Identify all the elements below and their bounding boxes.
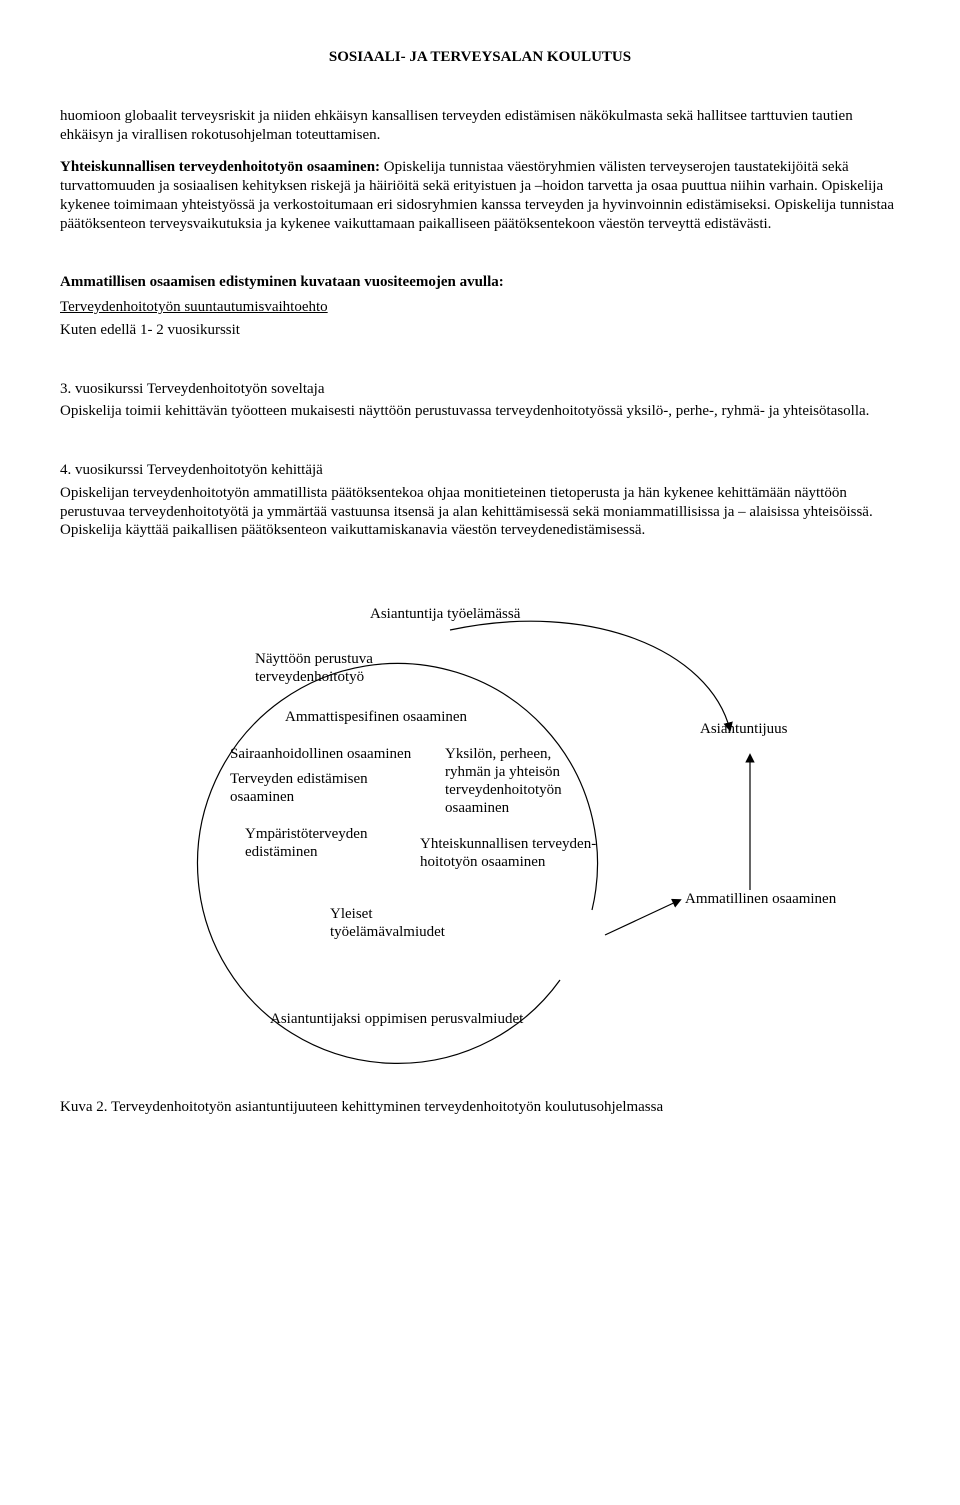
label-ymparistoterveyden: Ympäristöterveyden edistäminen [245, 825, 367, 861]
year3-body: Opiskelija toimii kehittävän työotteen m… [60, 402, 900, 421]
line-suuntautumis: Terveydenhoitotyön suuntautumisvaihtoeht… [60, 298, 900, 317]
concept-diagram: Asiantuntija työelämässä Näyttöön perust… [70, 590, 890, 1070]
label-nayttoon-perustuva: Näyttöön perustuva terveydenhoitotyö [255, 650, 373, 686]
diagram-svg [70, 590, 890, 1070]
para2-lead: Yhteiskunnallisen terveydenhoitotyön osa… [60, 159, 380, 175]
label-ammattispesifinen: Ammattispesifinen osaaminen [285, 708, 467, 726]
paragraph-2: Yhteiskunnallisen terveydenhoitotyön osa… [60, 158, 900, 233]
label-sairaanhoidollinen: Sairaanhoidollinen osaaminen [230, 745, 411, 763]
label-yleiset: Yleiset työelämävalmiudet [330, 905, 445, 941]
label-yksilon-perheen: Yksilön, perheen, ryhmän ja yhteisön ter… [445, 745, 562, 817]
subheading: Ammatillisen osaamisen edistyminen kuvat… [60, 273, 900, 292]
page-title: SOSIAALI- JA TERVEYSALAN KOULUTUS [60, 48, 900, 67]
label-ammatillinen-osaaminen: Ammatillinen osaaminen [685, 890, 836, 908]
year4-body: Opiskelijan terveydenhoitotyön ammatilli… [60, 484, 900, 540]
label-asiantuntija-tyoelamassa: Asiantuntija työelämässä [370, 605, 520, 623]
line-kuten: Kuten edellä 1- 2 vuosikurssit [60, 321, 900, 340]
figure-caption: Kuva 2. Terveydenhoitotyön asiantuntijuu… [60, 1098, 900, 1117]
label-yhteiskunnallisen: Yhteiskunnallisen terveyden- hoitotyön o… [420, 835, 596, 871]
label-asiantuntijuus: Asiantuntijuus [700, 720, 788, 738]
year3-title: 3. vuosikurssi Terveydenhoitotyön sovelt… [60, 380, 900, 399]
paragraph-1: huomioon globaalit terveysriskit ja niid… [60, 107, 900, 145]
year4-title: 4. vuosikurssi Terveydenhoitotyön kehitt… [60, 461, 900, 480]
label-terveyden-edistamisen: Terveyden edistämisen osaaminen [230, 770, 368, 806]
label-asiantuntijaksi-oppimisen: Asiantuntijaksi oppimisen perusvalmiudet [270, 1010, 523, 1028]
